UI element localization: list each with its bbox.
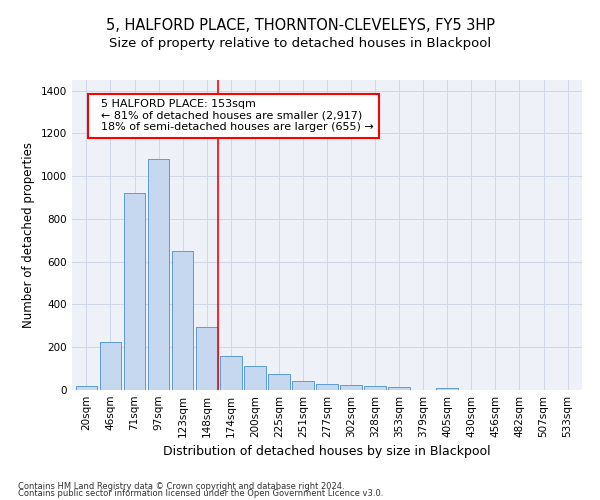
Bar [100,342,121,390]
Bar [244,366,266,390]
Bar [340,384,362,390]
Bar [388,387,410,390]
Bar [76,386,97,390]
Bar [292,382,314,390]
Text: Contains HM Land Registry data © Crown copyright and database right 2024.: Contains HM Land Registry data © Crown c… [18,482,344,491]
Text: 5 HALFORD PLACE: 153sqm
  ← 81% of detached houses are smaller (2,917)
  18% of : 5 HALFORD PLACE: 153sqm ← 81% of detache… [94,99,373,132]
Y-axis label: Number of detached properties: Number of detached properties [22,142,35,328]
Bar [268,374,290,390]
Bar [364,386,386,390]
Bar [316,384,338,390]
Bar [436,388,458,390]
Text: Size of property relative to detached houses in Blackpool: Size of property relative to detached ho… [109,38,491,51]
Text: 5, HALFORD PLACE, THORNTON-CLEVELEYS, FY5 3HP: 5, HALFORD PLACE, THORNTON-CLEVELEYS, FY… [106,18,494,32]
Bar [124,194,145,390]
Text: Contains public sector information licensed under the Open Government Licence v3: Contains public sector information licen… [18,489,383,498]
Bar [148,159,169,390]
Bar [172,251,193,390]
X-axis label: Distribution of detached houses by size in Blackpool: Distribution of detached houses by size … [163,446,491,458]
Bar [220,356,242,390]
Bar [196,327,218,390]
